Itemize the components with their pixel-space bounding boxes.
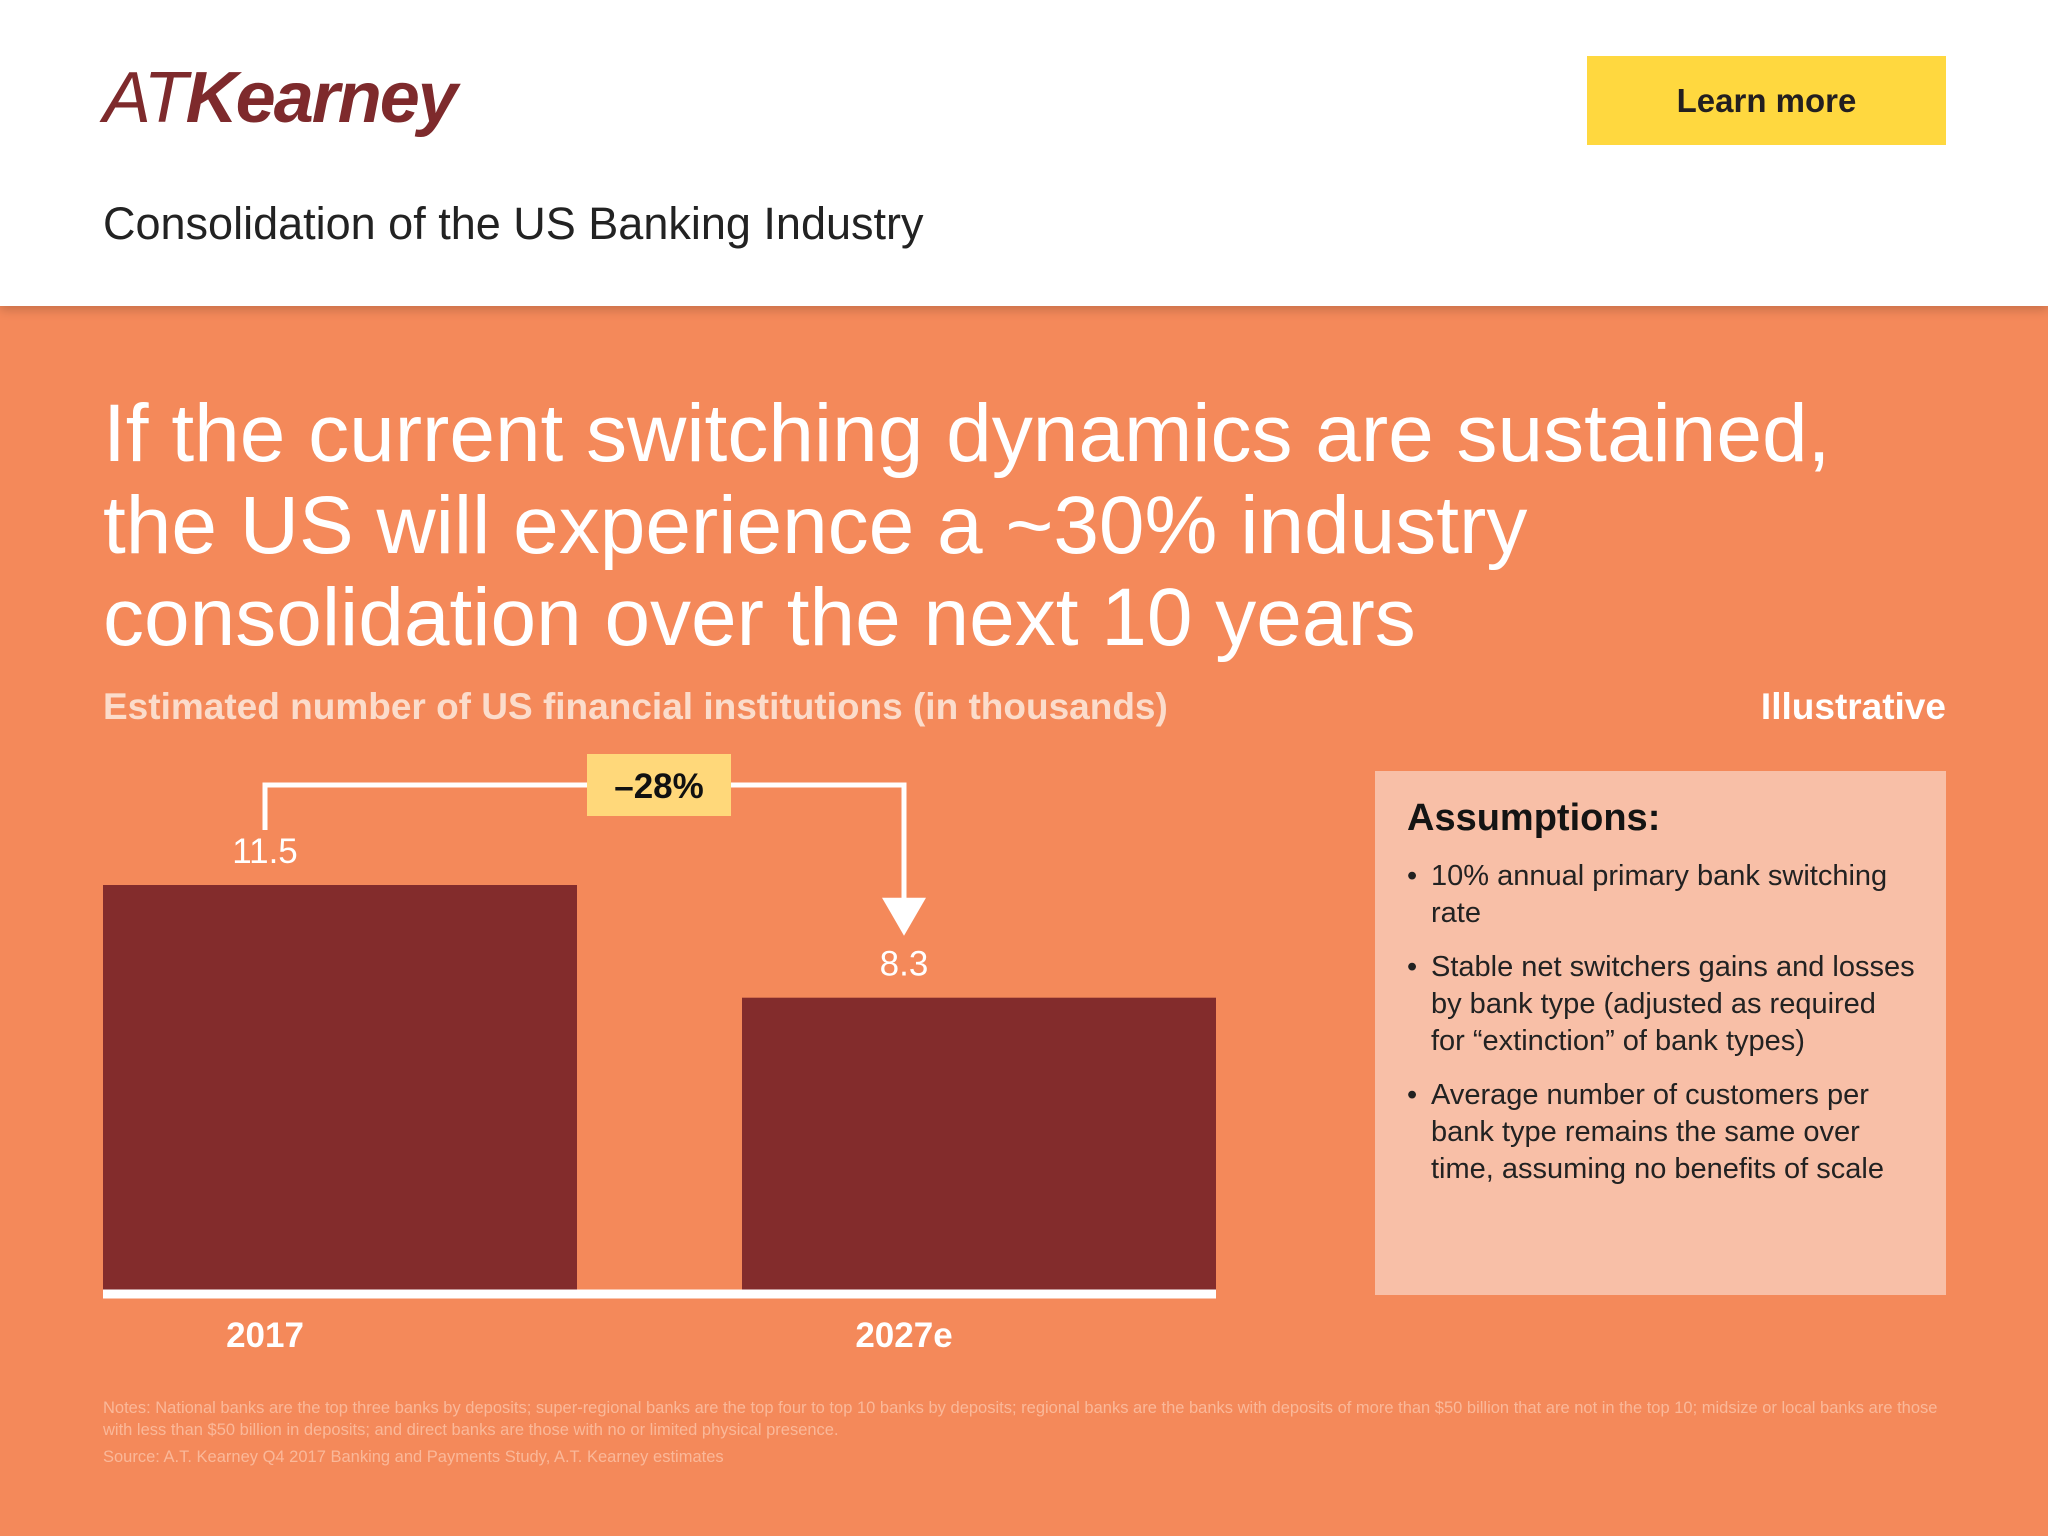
change-badge [587,754,731,816]
change-badge-label: –28% [614,767,704,806]
data-labels-group: 11.5 8.3 [232,832,928,984]
bar-2027e [742,997,1216,1290]
logo-name: Kearney [185,58,458,138]
assumption-item: Stable net switchers gains and losses by… [1407,949,1916,1060]
assumptions-list: 10% annual primary bank switching rate S… [1407,858,1916,1188]
chart-title: Estimated number of US financial institu… [103,686,1168,727]
category-label-2027e: 2027e [855,1316,952,1355]
bars-group [103,885,1216,1290]
assumptions-box: Assumptions: 10% annual primary bank swi… [1375,771,1946,1295]
assumption-item: Average number of customers per bank typ… [1407,1077,1916,1188]
change-bracket [262,782,907,906]
bar-2017 [103,885,577,1290]
atkearney-logo[interactable]: ATKearney [103,62,458,134]
page-subtitle: Consolidation of the US Banking Industry [103,198,924,249]
down-arrow-icon [882,897,926,936]
illustrative-label: Illustrative [1760,686,1946,727]
header-bar: ATKearney Learn more Consolidation of th… [0,0,2048,306]
change-annotation-group: –28% [262,754,926,936]
category-labels-group: 2017 2027e [226,1316,953,1355]
data-label-2027e: 8.3 [880,945,929,984]
source-note: Source: A.T. Kearney Q4 2017 Banking and… [103,1448,724,1466]
learn-more-button[interactable]: Learn more [1587,56,1946,145]
headline: If the current switching dynamics are su… [103,388,1831,663]
data-label-2017: 11.5 [232,832,298,871]
logo-prefix: AT [103,58,188,138]
assumption-item: 10% annual primary bank switching rate [1407,858,1916,932]
footnotes: Notes: National banks are the top three … [103,1399,1938,1439]
assumptions-title: Assumptions: [1407,797,1661,839]
category-label-2017: 2017 [226,1316,304,1355]
